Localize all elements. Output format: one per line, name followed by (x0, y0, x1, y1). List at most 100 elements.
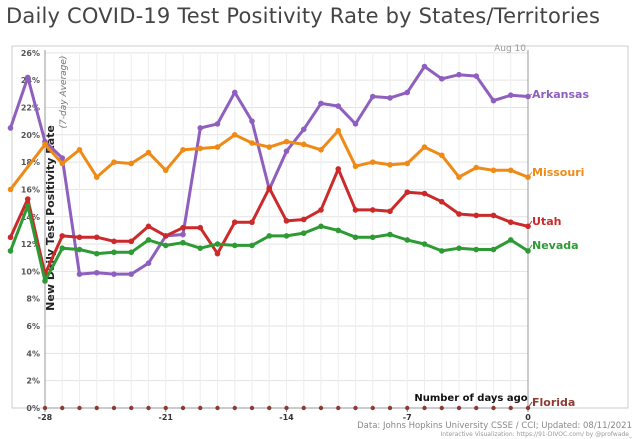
data-point (163, 405, 168, 411)
data-point (197, 245, 204, 251)
data-point (7, 186, 14, 193)
data-point (438, 198, 445, 205)
data-point (421, 190, 428, 197)
y-tick-label: 24% (21, 76, 40, 85)
data-point (456, 71, 462, 78)
data-point (76, 246, 83, 253)
x-tick-label: -14 (279, 413, 294, 422)
data-point (335, 227, 342, 234)
data-point (180, 231, 186, 238)
data-point (507, 219, 514, 226)
series-label-utah: Utah (532, 215, 561, 228)
data-point (421, 63, 428, 70)
data-point (42, 405, 48, 411)
y-tick-label: 16% (21, 185, 40, 194)
data-point (266, 185, 273, 191)
data-point (404, 160, 411, 167)
data-point (491, 405, 496, 411)
data-point (93, 174, 100, 180)
data-point (214, 250, 221, 257)
x-tick-label: -28 (38, 413, 53, 422)
x-tick-label: -7 (403, 413, 412, 422)
data-point (111, 405, 117, 411)
label-leader (527, 93, 533, 97)
data-point (111, 159, 117, 165)
data-point (145, 237, 152, 243)
data-point (318, 147, 324, 153)
data-point (249, 140, 255, 146)
data-point (456, 174, 462, 180)
data-point (438, 248, 445, 254)
label-leader (527, 171, 533, 178)
y-tick-label: 10% (21, 267, 40, 276)
data-point (145, 260, 152, 267)
y-axis-sublabel: (7-day Average) (59, 56, 69, 129)
data-point (352, 163, 359, 170)
data-point (387, 208, 393, 215)
data-point (249, 118, 255, 124)
data-point (369, 207, 376, 213)
data-point (111, 271, 117, 277)
data-point (231, 219, 238, 226)
y-tick-label: 20% (21, 131, 40, 140)
data-point (197, 125, 204, 131)
data-point (128, 238, 135, 245)
data-point (335, 127, 342, 134)
series-florida (42, 405, 531, 411)
y-tick-label: 0% (26, 404, 40, 413)
data-point (231, 242, 238, 249)
x-tick-label: -21 (159, 413, 174, 422)
data-point (267, 405, 272, 411)
data-point (369, 159, 376, 165)
data-point (300, 141, 307, 148)
data-point (128, 249, 135, 256)
data-point (76, 234, 83, 241)
data-point (180, 405, 186, 411)
data-point (387, 162, 393, 168)
data-point (387, 231, 393, 238)
data-point (318, 207, 324, 213)
data-point (369, 234, 376, 241)
data-point (42, 141, 48, 148)
data-point (422, 405, 427, 411)
data-point (404, 189, 411, 195)
date-label: Aug 10 (494, 44, 526, 54)
data-point (352, 234, 359, 241)
y-tick-label: 8% (26, 295, 40, 304)
data-point (128, 160, 135, 167)
data-point (507, 92, 514, 98)
data-point (490, 167, 497, 174)
data-point (180, 147, 186, 153)
data-point (24, 196, 31, 202)
data-point (300, 126, 307, 133)
data-point (214, 144, 221, 150)
data-point (266, 144, 273, 150)
data-point (490, 246, 497, 253)
data-point (473, 212, 480, 219)
data-point (129, 405, 134, 411)
data-point (335, 103, 342, 109)
source-credit: Interactive Visualization: https://91-DI… (441, 431, 633, 438)
data-point (300, 230, 307, 236)
data-point (94, 405, 99, 411)
data-point (7, 234, 14, 241)
data-point (508, 405, 513, 411)
data-point (456, 211, 462, 217)
data-point (180, 239, 186, 246)
data-point (60, 405, 65, 411)
data-point (162, 233, 169, 239)
data-point (76, 147, 83, 153)
x-axis-label: Number of days ago (414, 393, 527, 404)
data-point (318, 223, 324, 230)
label-leader (527, 401, 533, 409)
data-point (300, 216, 307, 223)
data-point (370, 405, 375, 411)
data-point (77, 405, 82, 411)
data-point (7, 248, 14, 254)
data-point (352, 207, 359, 213)
series-missouri (7, 127, 531, 193)
data-point (387, 95, 393, 101)
data-point (473, 164, 480, 171)
data-point (145, 223, 152, 230)
